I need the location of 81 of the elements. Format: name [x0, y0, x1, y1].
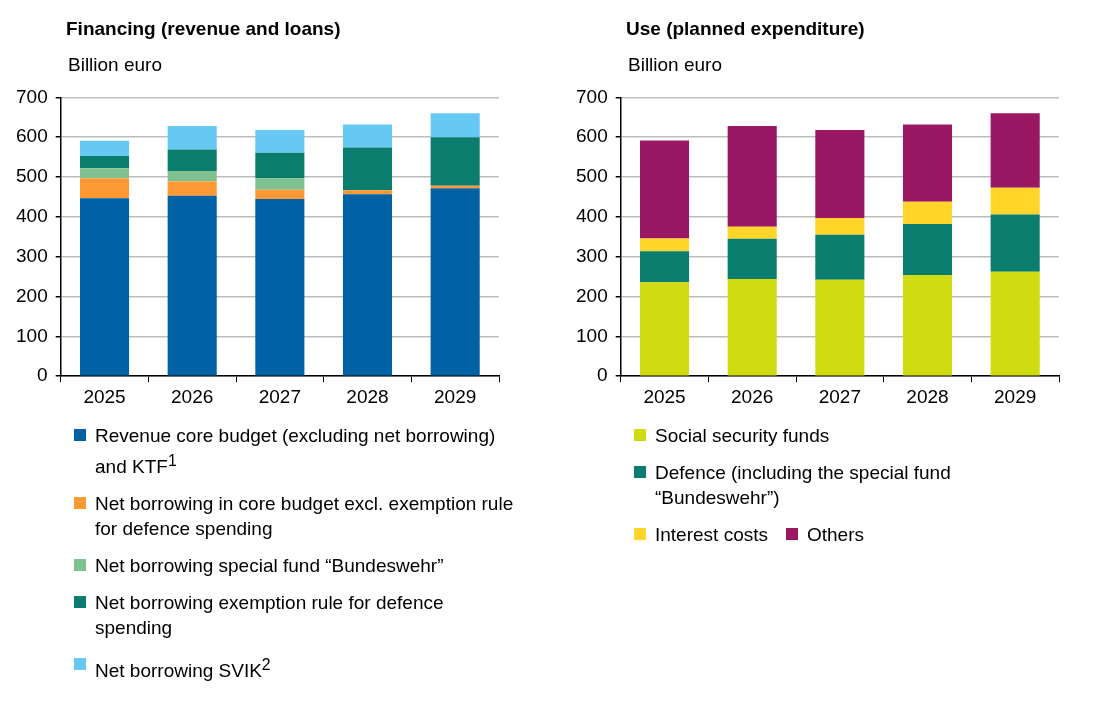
bar — [255, 152, 305, 179]
legend-label: Net borrowing SVIK$^{2}$ — [95, 655, 271, 684]
bar — [639, 251, 690, 283]
bar — [79, 168, 130, 179]
bar — [342, 194, 393, 376]
x-tick-label: 2028 — [906, 385, 949, 407]
bar — [815, 130, 865, 219]
y-tick-label: 500 — [576, 165, 608, 187]
bar — [167, 171, 217, 182]
y-tick-label: 500 — [16, 165, 48, 187]
bar — [990, 113, 1040, 188]
y-tick-label: 700 — [576, 85, 608, 107]
bar — [990, 187, 1040, 215]
bar — [727, 238, 777, 280]
bar — [815, 279, 865, 376]
legend-label: Net borrowing in core budget excl. exemption rule for defence spending — [95, 492, 514, 542]
x-tick-label: 2027 — [818, 385, 861, 407]
bar — [727, 126, 777, 227]
bar — [990, 214, 1040, 272]
bar — [727, 226, 777, 239]
bar — [815, 218, 865, 235]
legend-label: Net borrowing exemption rule for defence spending — [95, 591, 445, 641]
bar — [639, 238, 690, 252]
x-tick-label: 2025 — [643, 385, 686, 407]
legend-label: Others — [807, 523, 865, 547]
bar — [727, 279, 777, 376]
y-tick-label: 400 — [16, 205, 48, 227]
y-tick-label: 300 — [16, 244, 48, 266]
bar — [167, 195, 217, 376]
bar — [342, 124, 393, 148]
x-tick-label: 2025 — [83, 385, 126, 407]
y-tick-label: 200 — [16, 284, 48, 306]
y-tick-label: 600 — [16, 125, 48, 147]
y-tick-label: 700 — [16, 85, 48, 107]
bar — [815, 234, 865, 280]
bar — [255, 178, 305, 190]
bar — [255, 189, 305, 199]
bar — [639, 282, 690, 376]
bar — [255, 130, 305, 153]
bar — [902, 124, 953, 202]
y-axis-title: Billion euro — [68, 54, 163, 76]
bar — [342, 190, 393, 195]
bar — [167, 181, 217, 196]
bar — [902, 201, 953, 225]
bar — [167, 149, 217, 172]
legend-label: Revenue core budget (excluding net borrowing) and KTF$^{1}$ — [95, 424, 497, 480]
bar — [79, 198, 130, 376]
bar — [79, 140, 130, 156]
bar — [430, 137, 480, 186]
x-tick-label: 2028 — [346, 385, 389, 407]
bar — [255, 198, 305, 376]
x-tick-label: 2026 — [731, 385, 774, 407]
bar — [902, 275, 953, 376]
legend-label: Social security funds — [655, 424, 830, 448]
bar — [990, 271, 1040, 376]
y-tick-label: 100 — [576, 324, 608, 346]
chart-title: Use (planned expenditure) — [626, 18, 866, 40]
bar — [342, 147, 393, 191]
bar — [167, 126, 217, 150]
x-tick-label: 2029 — [434, 385, 477, 407]
bar — [430, 188, 480, 376]
legend-label: Net borrowing special fund “Bundeswehr” — [95, 554, 444, 579]
bar — [639, 140, 690, 239]
x-tick-label: 2027 — [258, 385, 301, 407]
y-tick-label: 0 — [37, 364, 48, 386]
legend-label: Defence (including the special fund “Bundeswehr”) — [655, 461, 952, 510]
bar — [79, 178, 130, 199]
chart-title: Financing (revenue and loans) — [66, 18, 342, 40]
bar — [902, 224, 953, 276]
x-tick-label: 2029 — [994, 385, 1037, 407]
y-tick-label: 200 — [576, 284, 608, 306]
x-tick-label: 2026 — [171, 385, 214, 407]
y-tick-label: 0 — [597, 364, 608, 386]
y-tick-label: 300 — [576, 244, 608, 266]
y-tick-label: 400 — [576, 205, 608, 227]
legend-label: Interest costs — [655, 523, 768, 547]
y-tick-label: 100 — [16, 324, 48, 346]
bar — [79, 155, 130, 169]
y-axis-title: Billion euro — [628, 54, 723, 76]
bar — [430, 113, 480, 138]
y-tick-label: 600 — [576, 125, 608, 147]
